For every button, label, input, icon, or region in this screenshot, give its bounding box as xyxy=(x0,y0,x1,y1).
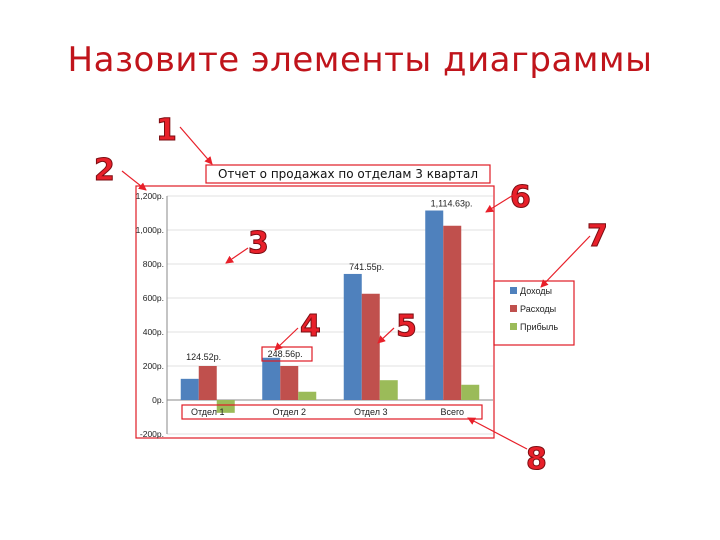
y-axis-tick-labels: -200р. 0р. 200р. 400р. 600р. 800р. 1,000р. 1,20… xyxy=(136,191,164,439)
legend-entry: Прибыль xyxy=(520,322,558,332)
marker-6: 6 xyxy=(510,180,531,215)
category-label: Отдел 3 xyxy=(354,407,388,417)
slide-title: Назовите элементы диаграммы xyxy=(67,40,653,80)
y-tick-label: 600р. xyxy=(143,293,164,303)
marker-7: 7 xyxy=(587,219,608,254)
arrow-7 xyxy=(540,235,591,288)
category-label: Всего xyxy=(440,407,464,417)
arrow-1 xyxy=(179,126,213,165)
category-axis-highlight-box xyxy=(181,404,483,420)
category-labels: Отдел 1 Отдел 2 Отдел 3 Всего xyxy=(191,407,464,417)
data-labels: 124.52р. 248.56р. 741.55р. 1,114.63р. xyxy=(186,199,472,362)
y-tick-label: 200р. xyxy=(143,361,164,371)
legend-swatch xyxy=(510,305,517,312)
bar-Расходы-Всего xyxy=(443,225,462,400)
data-label: 248.56р. xyxy=(268,349,303,359)
arrow-2 xyxy=(121,170,147,191)
arrow-4 xyxy=(274,327,299,351)
y-tick-label: 0р. xyxy=(152,395,164,405)
marker-1: 1 xyxy=(156,113,177,148)
legend-swatch xyxy=(510,287,517,294)
marker-2: 2 xyxy=(94,153,115,188)
legend-entry: Доходы xyxy=(520,286,552,296)
bar-Прибыль-Всего xyxy=(461,384,480,400)
marker-5: 5 xyxy=(396,309,417,344)
y-tick-label: 1,000р. xyxy=(136,225,164,235)
y-tick-label: 400р. xyxy=(143,327,164,337)
arrow-3 xyxy=(225,247,249,264)
legend-highlight-box xyxy=(493,280,575,346)
category-label: Отдел 1 xyxy=(191,407,225,417)
bar-Прибыль-Отдел 2 xyxy=(298,391,317,400)
legend: Доходы Расходы Прибыль xyxy=(510,286,558,332)
legend-entry: Расходы xyxy=(520,304,556,314)
bar-Доходы-Отдел 1 xyxy=(180,378,199,400)
bar-Расходы-Отдел 3 xyxy=(361,293,380,400)
bar-series xyxy=(180,210,480,413)
y-tick-label: 800р. xyxy=(143,259,164,269)
arrow-8 xyxy=(467,417,528,450)
y-tick-label: -200р. xyxy=(140,429,164,439)
bar-Расходы-Отдел 1 xyxy=(198,366,217,400)
data-label: 124.52р. xyxy=(186,352,221,362)
bar-Доходы-Всего xyxy=(425,210,444,400)
data-label-highlight-box xyxy=(261,346,313,362)
marker-4: 4 xyxy=(300,309,321,344)
category-label: Отдел 2 xyxy=(272,407,306,417)
marker-3: 3 xyxy=(248,226,269,261)
data-label: 1,114.63р. xyxy=(431,199,473,209)
y-tick-label: 1,200р. xyxy=(136,191,164,201)
data-label: 741.55р. xyxy=(349,262,384,272)
bar-Прибыль-Отдел 3 xyxy=(379,380,398,400)
bar-Доходы-Отдел 3 xyxy=(343,273,362,400)
bar-Доходы-Отдел 2 xyxy=(262,357,281,400)
arrow-5 xyxy=(377,327,395,344)
marker-8: 8 xyxy=(526,442,547,477)
chart-title-box xyxy=(205,164,491,184)
bar-Прибыль-Отдел 1 xyxy=(216,400,235,413)
legend-swatch xyxy=(510,323,517,330)
chart-title: Отчет о продажах по отделам 3 квартал xyxy=(218,167,478,181)
arrow-6 xyxy=(485,193,516,213)
bar-Расходы-Отдел 2 xyxy=(280,366,299,400)
